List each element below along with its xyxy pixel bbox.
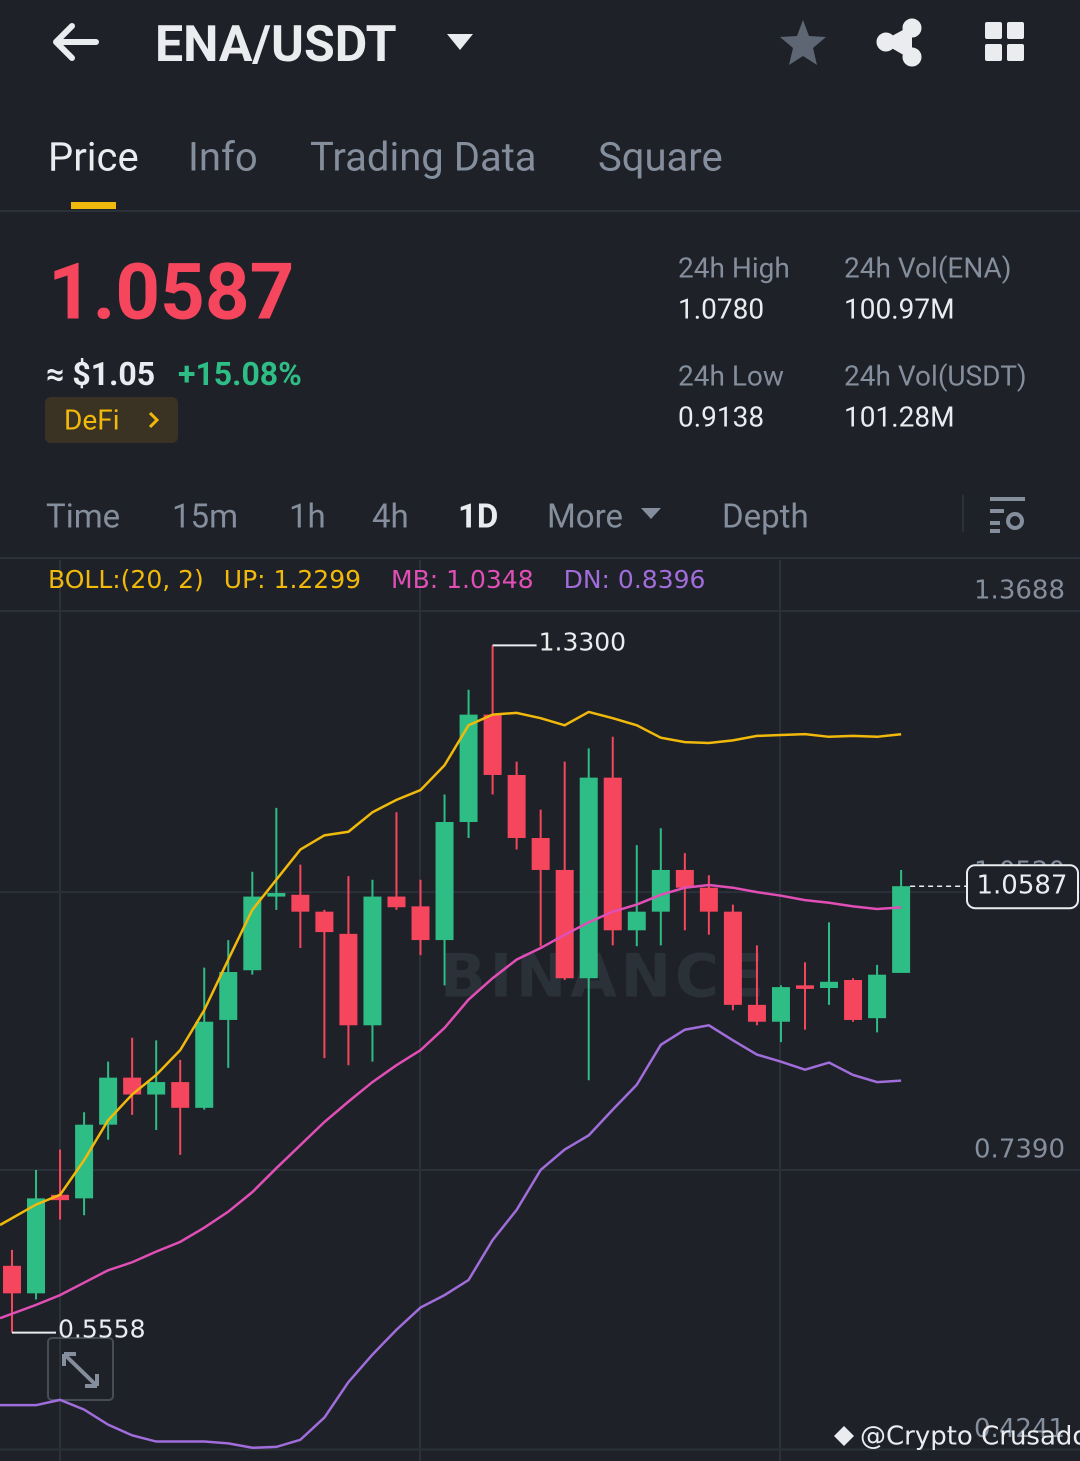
candle-body	[507, 774, 526, 838]
legend-entry: UP: 1.2299	[224, 565, 361, 594]
tag-label[interactable]: DeFi	[64, 403, 120, 437]
candle-body	[723, 911, 742, 1005]
interval[interactable]: 1D	[458, 497, 499, 537]
credit: @Crypto Crusador	[860, 1422, 1080, 1452]
candle-body	[844, 980, 863, 1020]
stat-value: 100.97M	[844, 292, 955, 326]
candle-body	[267, 893, 286, 897]
indicator-label: BOLL:(20, 2)	[48, 565, 204, 594]
chart-settings[interactable]	[990, 497, 1025, 533]
candle-body	[243, 896, 262, 971]
credit-logo	[834, 1426, 854, 1446]
candle-body	[820, 981, 839, 988]
interval[interactable]: 1h	[289, 497, 326, 537]
y-tick-label: 0.4241	[974, 1414, 1065, 1444]
candle-body	[795, 985, 814, 989]
candle-body	[411, 906, 430, 941]
candle-body	[99, 1077, 118, 1125]
stat-value: 1.0780	[678, 292, 765, 326]
candle-body	[435, 822, 454, 941]
stat-label: 24h Vol(ENA)	[844, 251, 1012, 285]
candle-body	[651, 869, 670, 912]
candle-body	[483, 714, 502, 775]
fullscreen-icon	[62, 1352, 99, 1388]
interval[interactable]: Depth	[722, 497, 809, 537]
candle-body	[171, 1082, 190, 1108]
y-tick-label: 0.7390	[974, 1134, 1065, 1164]
tab[interactable]: Price	[48, 133, 139, 181]
candle-body	[747, 1004, 766, 1022]
last-price-label: 1.0587	[977, 871, 1068, 901]
boll-line	[0, 710, 902, 1227]
candle-body	[363, 896, 382, 1026]
candle-body	[459, 714, 478, 823]
watermark: BINANCE	[440, 942, 768, 1012]
legend-entry: DN: 0.8396	[564, 565, 706, 594]
candle-body	[387, 896, 406, 908]
stat-label: 24h Low	[678, 359, 784, 393]
share-button[interactable]	[876, 18, 922, 67]
y-tick-label: 1.3688	[974, 575, 1065, 605]
price-change: +15.08%	[178, 355, 302, 393]
favorite-button[interactable]	[780, 20, 826, 65]
tag-badge[interactable]	[45, 397, 178, 443]
candle-body	[291, 894, 310, 912]
grid-menu[interactable]	[985, 22, 1024, 61]
fullscreen-button[interactable]	[47, 1337, 114, 1401]
pair-dropdown[interactable]	[447, 34, 473, 50]
header-icons	[0, 18, 1080, 559]
interval[interactable]: 15m	[172, 497, 239, 537]
min-label: 0.5558	[58, 1315, 145, 1344]
candle-body	[579, 777, 598, 979]
legend-entry: MB: 1.0348	[391, 565, 534, 594]
tab[interactable]: Square	[598, 133, 723, 181]
boll-line	[0, 1023, 902, 1450]
last-price-box	[966, 864, 1079, 910]
stat-label: 24h Vol(USDT)	[844, 359, 1027, 393]
candle-body	[627, 911, 646, 931]
candle-body	[27, 1198, 46, 1294]
candle-body	[339, 933, 358, 1026]
interval[interactable]: Time	[46, 497, 121, 537]
candle-body	[603, 777, 622, 931]
tab-indicator	[71, 202, 116, 209]
candle-body	[555, 869, 574, 979]
tab[interactable]: Info	[188, 133, 258, 181]
tab[interactable]: Trading Data	[310, 133, 537, 181]
stat-value: 0.9138	[678, 400, 765, 434]
candle-body	[51, 1194, 70, 1201]
boll-line	[0, 883, 902, 1320]
candle-body	[892, 886, 911, 973]
max-label: 1.3300	[539, 627, 626, 656]
candle-body	[147, 1082, 166, 1095]
back-button[interactable]	[53, 23, 99, 61]
candle-body	[123, 1077, 142, 1095]
candle-body	[195, 1021, 214, 1108]
stat-value: 101.28M	[844, 400, 955, 434]
candle-body	[771, 987, 790, 1022]
candle-body	[315, 911, 334, 933]
candle-body	[3, 1265, 21, 1294]
candle-body	[219, 972, 238, 1020]
more-dropdown[interactable]	[641, 508, 661, 519]
candle-body	[675, 869, 694, 888]
interval[interactable]: 4h	[372, 497, 409, 537]
candle-body	[868, 974, 887, 1019]
interval[interactable]: More	[547, 497, 624, 537]
pair-title[interactable]: ENA/USDT	[155, 16, 397, 74]
candle-body	[531, 837, 550, 870]
fiat-price: ≈ $1.05	[46, 355, 156, 393]
last-price: 1.0587	[48, 247, 295, 339]
stat-label: 24h High	[678, 251, 790, 285]
tag-arrow	[148, 411, 160, 429]
candle-body	[699, 887, 718, 912]
